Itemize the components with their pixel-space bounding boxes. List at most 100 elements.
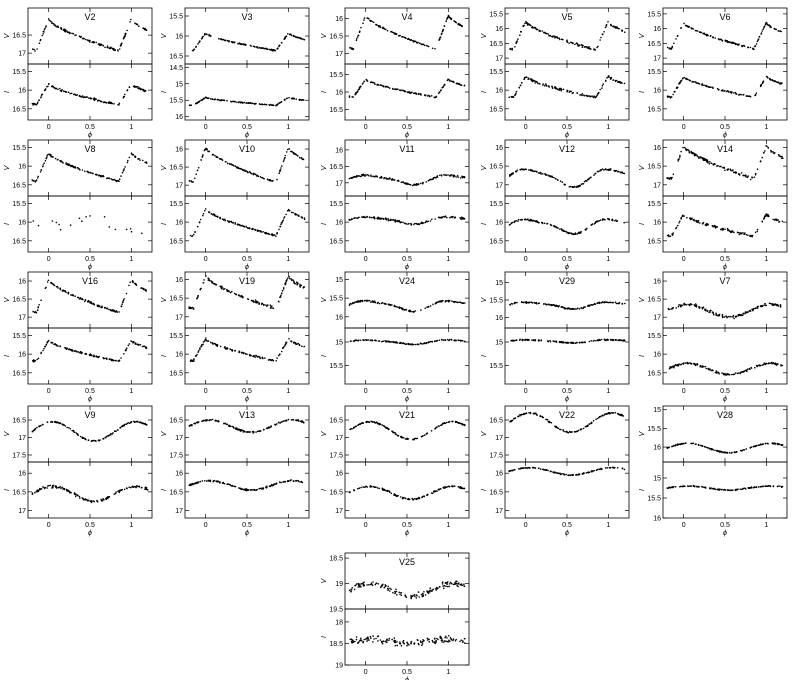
data-point xyxy=(376,302,379,305)
data-point xyxy=(107,496,110,499)
data-point xyxy=(614,301,617,304)
data-point xyxy=(71,32,73,35)
data-point xyxy=(725,40,728,42)
data-point xyxy=(460,302,463,304)
data-point xyxy=(588,177,591,180)
data-point xyxy=(712,87,714,89)
data-point xyxy=(409,92,411,95)
data-point xyxy=(216,98,219,101)
data-point xyxy=(426,306,429,308)
x-axis-label: ϕ xyxy=(723,132,727,139)
data-point xyxy=(88,41,91,43)
data-point xyxy=(693,362,696,365)
data-point xyxy=(254,299,257,301)
data-point xyxy=(675,364,678,367)
data-point xyxy=(593,223,596,225)
data-point xyxy=(137,86,139,88)
data-point xyxy=(689,217,691,219)
data-point xyxy=(602,301,604,304)
data-point xyxy=(781,157,784,159)
data-point xyxy=(300,157,303,159)
data-point xyxy=(280,41,283,44)
data-point xyxy=(561,181,564,183)
v-band-points xyxy=(509,20,626,51)
x-axis-label: ϕ xyxy=(723,264,727,271)
data-point xyxy=(679,154,681,157)
data-point xyxy=(211,154,214,156)
data-point xyxy=(132,342,134,344)
y-axis-label: I xyxy=(4,223,11,225)
data-point xyxy=(78,495,81,498)
data-point xyxy=(107,434,110,437)
data-point xyxy=(395,220,397,222)
data-point xyxy=(525,20,527,23)
data-point xyxy=(46,485,49,487)
data-point xyxy=(275,104,278,107)
data-point xyxy=(707,86,710,88)
data-point xyxy=(568,186,571,188)
data-point xyxy=(523,77,526,80)
data-point xyxy=(110,101,113,104)
data-point xyxy=(413,343,415,346)
data-point xyxy=(255,173,257,176)
y-tick-label: 16 xyxy=(175,114,183,121)
data-point xyxy=(779,155,782,158)
x-tick-label: 0 xyxy=(204,124,208,131)
data-point xyxy=(584,306,586,308)
star-name-label: V19 xyxy=(239,276,255,286)
data-point xyxy=(47,83,50,85)
data-point xyxy=(551,304,553,307)
data-point xyxy=(532,339,535,341)
y-tick-label: 16 xyxy=(175,147,183,154)
data-point xyxy=(61,89,63,91)
data-point xyxy=(106,177,108,180)
data-point xyxy=(520,30,522,33)
data-point xyxy=(677,305,680,308)
data-point xyxy=(141,232,143,235)
data-point xyxy=(394,88,396,90)
data-point xyxy=(139,159,141,161)
data-point xyxy=(356,91,359,93)
data-point xyxy=(130,152,133,154)
data-point xyxy=(294,35,296,38)
y-tick-label: 16.5 xyxy=(489,238,503,245)
data-point xyxy=(123,168,125,170)
data-point xyxy=(69,32,71,34)
data-point xyxy=(673,91,676,93)
data-point xyxy=(414,40,416,43)
data-point xyxy=(387,219,390,222)
data-point xyxy=(733,373,736,376)
data-point xyxy=(59,229,62,231)
data-point xyxy=(544,303,547,305)
i-band-points xyxy=(510,338,626,345)
data-point xyxy=(64,28,67,31)
data-point xyxy=(60,160,62,162)
data-point xyxy=(553,86,556,88)
y-tick-label: 16 xyxy=(653,88,661,95)
data-point xyxy=(245,225,247,228)
data-point xyxy=(531,80,534,83)
data-point xyxy=(379,177,381,179)
v-band-points xyxy=(31,152,148,183)
i-band-frame xyxy=(184,327,310,385)
data-point xyxy=(572,307,574,310)
data-point xyxy=(44,287,47,290)
data-point xyxy=(357,34,360,37)
data-point xyxy=(239,168,242,170)
data-point xyxy=(204,33,206,35)
y-axis-label: V xyxy=(321,32,328,38)
data-point xyxy=(754,231,757,234)
data-point xyxy=(556,178,559,181)
data-point xyxy=(511,49,513,51)
y-tick-label: 15.5 xyxy=(329,72,343,79)
data-point xyxy=(737,315,739,317)
y-tick-label: 16 xyxy=(18,471,26,478)
y-axis-label: V xyxy=(4,32,11,38)
data-point xyxy=(586,47,589,49)
data-point xyxy=(133,282,136,285)
data-point xyxy=(204,96,207,99)
data-point xyxy=(515,90,518,93)
data-point xyxy=(82,436,84,439)
data-point xyxy=(618,27,620,30)
